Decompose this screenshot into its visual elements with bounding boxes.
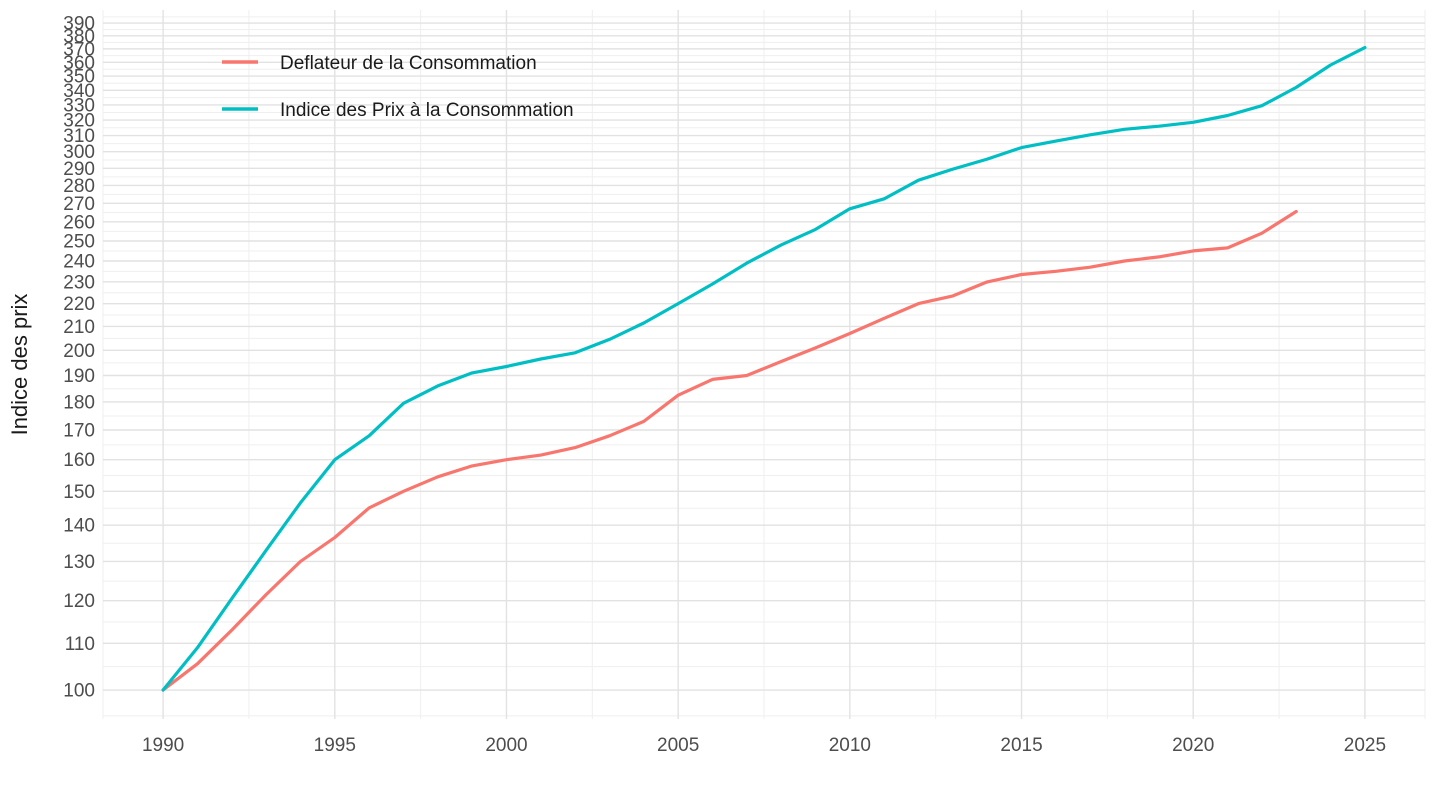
grid-major-layer xyxy=(103,10,1425,719)
y-tick-label: 220 xyxy=(63,294,95,315)
y-tick-label: 160 xyxy=(63,450,95,471)
y-tick-label: 280 xyxy=(63,176,95,197)
y-tick-label: 240 xyxy=(63,252,95,273)
y-tick-label: 360 xyxy=(63,53,95,74)
y-tick-label: 380 xyxy=(63,26,95,47)
series-layer xyxy=(161,45,1367,692)
y-tick-label: 310 xyxy=(63,126,95,147)
x-tick-label: 2020 xyxy=(1172,735,1214,756)
x-tick-label: 2015 xyxy=(1000,735,1042,756)
deflateur-line xyxy=(161,209,1298,692)
y-tick-label: 250 xyxy=(63,232,95,253)
legend-entry-deflateur: Deflateur de la Consommation xyxy=(222,53,537,74)
y-tick-label: 190 xyxy=(63,366,95,387)
y-tick-label: 200 xyxy=(63,341,95,362)
x-tick-label: 2025 xyxy=(1344,735,1386,756)
y-tick-label: 230 xyxy=(63,272,95,293)
y-tick-label: 260 xyxy=(63,212,95,233)
y-tick-label: 350 xyxy=(63,67,95,88)
x-tick-label: 1995 xyxy=(314,735,356,756)
grid-minor-layer xyxy=(102,10,1426,719)
y-tick-label: 340 xyxy=(63,81,95,102)
y-tick-label: 180 xyxy=(63,392,95,413)
ipc-line xyxy=(161,45,1367,692)
y-tick-label: 110 xyxy=(65,634,95,655)
y-axis-title: Indice des prix xyxy=(7,294,32,436)
y-tick-label: 330 xyxy=(63,95,95,116)
y-tick-label: 300 xyxy=(63,142,95,163)
x-tick-label: 2000 xyxy=(485,735,527,756)
y-tick-label: 270 xyxy=(63,194,95,215)
x-tick-label: 1990 xyxy=(142,735,184,756)
y-tick-label: 320 xyxy=(63,111,95,132)
legend-label-deflateur: Deflateur de la Consommation xyxy=(280,53,537,74)
x-axis-tick-labels: 1990 1995 2000 2005 2010 2015 2020 2025 xyxy=(142,735,1386,756)
y-tick-label: 390 xyxy=(63,14,95,35)
x-tick-label: 2005 xyxy=(657,735,699,756)
y-tick-label: 140 xyxy=(63,516,95,537)
y-tick-label: 120 xyxy=(63,591,95,612)
y-tick-label: 370 xyxy=(63,39,95,60)
y-tick-label: 170 xyxy=(63,420,95,441)
y-tick-label: 150 xyxy=(63,482,95,503)
y-tick-label: 100 xyxy=(63,681,95,702)
x-tick-label: 2010 xyxy=(829,735,871,756)
legend: Deflateur de la Consommation Indice des … xyxy=(222,53,574,121)
y-tick-label: 290 xyxy=(63,159,95,180)
legend-label-ipc: Indice des Prix à la Consommation xyxy=(280,100,574,121)
y-tick-label: 130 xyxy=(63,552,95,573)
y-tick-label: 210 xyxy=(63,317,95,338)
y-axis-tick-labels: 1001101201301401501601701801902002102202… xyxy=(63,14,95,702)
legend-entry-ipc: Indice des Prix à la Consommation xyxy=(222,100,574,121)
